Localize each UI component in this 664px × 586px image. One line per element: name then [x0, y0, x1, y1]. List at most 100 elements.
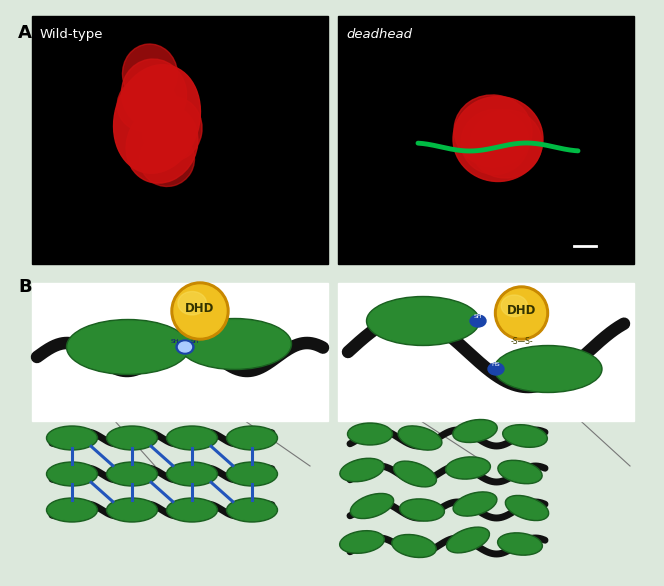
Ellipse shape [178, 291, 207, 315]
Text: SH: SH [191, 339, 199, 344]
Ellipse shape [108, 499, 156, 520]
Ellipse shape [340, 531, 384, 553]
Ellipse shape [171, 282, 229, 340]
Ellipse shape [48, 428, 96, 448]
Ellipse shape [448, 529, 488, 551]
Ellipse shape [499, 534, 541, 554]
Ellipse shape [393, 536, 435, 556]
Bar [32, 283, 328, 421]
Ellipse shape [503, 425, 547, 447]
Ellipse shape [400, 499, 444, 521]
Ellipse shape [470, 315, 486, 327]
Ellipse shape [114, 64, 201, 173]
Ellipse shape [168, 499, 216, 520]
Ellipse shape [108, 428, 156, 448]
Ellipse shape [454, 421, 496, 441]
Ellipse shape [447, 458, 489, 478]
Ellipse shape [226, 426, 278, 450]
Ellipse shape [499, 462, 540, 482]
Bar [490, 466, 630, 538]
Ellipse shape [349, 424, 391, 444]
Ellipse shape [392, 534, 436, 557]
Text: DHD: DHD [507, 305, 537, 318]
Ellipse shape [400, 427, 440, 449]
Text: A: A [18, 24, 32, 42]
Ellipse shape [494, 346, 602, 393]
Ellipse shape [179, 319, 291, 370]
Ellipse shape [228, 499, 276, 520]
Ellipse shape [48, 499, 96, 520]
Ellipse shape [367, 297, 479, 346]
Ellipse shape [139, 131, 195, 186]
Ellipse shape [46, 426, 98, 450]
Text: HS: HS [491, 362, 500, 367]
Ellipse shape [351, 493, 394, 519]
Ellipse shape [352, 495, 392, 517]
Ellipse shape [497, 289, 546, 337]
Ellipse shape [66, 319, 189, 374]
Text: SH: SH [473, 314, 482, 319]
Ellipse shape [176, 340, 194, 354]
Ellipse shape [108, 464, 156, 485]
Ellipse shape [347, 423, 392, 445]
Ellipse shape [179, 342, 191, 352]
Ellipse shape [446, 527, 489, 553]
Ellipse shape [453, 420, 497, 442]
Ellipse shape [226, 462, 278, 486]
Ellipse shape [395, 462, 435, 485]
Ellipse shape [507, 497, 547, 519]
Ellipse shape [168, 464, 216, 485]
Text: SH: SH [171, 339, 179, 344]
Ellipse shape [495, 286, 548, 340]
Ellipse shape [167, 426, 218, 450]
Ellipse shape [501, 295, 527, 316]
Ellipse shape [126, 105, 198, 183]
Ellipse shape [180, 320, 290, 368]
Ellipse shape [454, 95, 532, 167]
Ellipse shape [495, 347, 600, 391]
Ellipse shape [228, 428, 276, 448]
Ellipse shape [401, 500, 443, 520]
Ellipse shape [398, 426, 442, 450]
Ellipse shape [48, 464, 96, 485]
Ellipse shape [341, 460, 382, 481]
Ellipse shape [446, 457, 491, 479]
Ellipse shape [106, 426, 157, 450]
Ellipse shape [461, 110, 529, 175]
Ellipse shape [46, 462, 98, 486]
Ellipse shape [505, 495, 548, 520]
Ellipse shape [174, 285, 226, 337]
Text: -S—S-: -S—S- [510, 336, 533, 346]
Ellipse shape [167, 498, 218, 522]
Bar [32, 16, 328, 264]
Ellipse shape [455, 493, 495, 515]
Ellipse shape [453, 492, 497, 516]
Ellipse shape [46, 498, 98, 522]
Ellipse shape [168, 428, 216, 448]
Ellipse shape [470, 110, 542, 178]
Ellipse shape [167, 462, 218, 486]
Ellipse shape [106, 462, 157, 486]
Ellipse shape [394, 461, 436, 487]
Text: B: B [18, 278, 32, 296]
Ellipse shape [122, 44, 177, 104]
Ellipse shape [497, 533, 542, 555]
Ellipse shape [142, 97, 202, 161]
Ellipse shape [340, 458, 384, 482]
Text: Wild-type: Wild-type [40, 28, 104, 41]
Ellipse shape [504, 426, 546, 446]
Ellipse shape [122, 59, 187, 129]
Ellipse shape [68, 321, 188, 373]
Ellipse shape [228, 464, 276, 485]
Ellipse shape [453, 97, 543, 182]
Ellipse shape [117, 76, 177, 132]
Ellipse shape [368, 298, 478, 344]
Ellipse shape [226, 498, 278, 522]
Bar [338, 16, 634, 264]
Bar [155, 466, 310, 538]
Ellipse shape [488, 363, 504, 375]
Text: DHD: DHD [185, 302, 214, 315]
Bar [338, 283, 634, 421]
Ellipse shape [341, 532, 383, 552]
Text: deadhead: deadhead [346, 28, 412, 41]
